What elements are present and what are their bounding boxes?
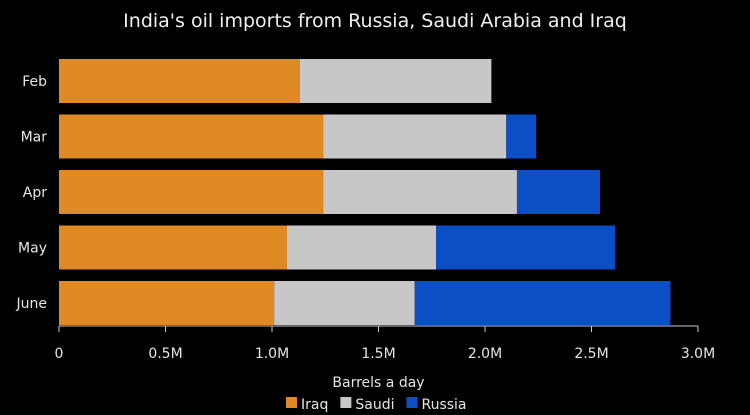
- bar-june-iraq: [59, 281, 275, 325]
- x-tick-label: 0.5M: [148, 346, 182, 362]
- bar-feb-iraq: [59, 59, 300, 103]
- y-tick-label-may: May: [18, 241, 47, 257]
- legend-swatch-iraq: [286, 397, 297, 408]
- bar-mar-russia: [506, 114, 537, 159]
- y-tick-label-june: June: [16, 296, 48, 312]
- legend-label-russia: Russia: [421, 397, 466, 413]
- bar-apr-saudi: [323, 170, 517, 214]
- x-tick-label: 1.0M: [255, 346, 289, 362]
- bar-june-saudi: [274, 281, 415, 325]
- y-tick-label-apr: Apr: [23, 185, 47, 201]
- legend: Iraq Saudi Russia: [286, 397, 467, 413]
- bar-apr-iraq: [59, 170, 324, 214]
- bar-june-russia: [414, 281, 671, 325]
- x-tick-label: 2.0M: [468, 346, 502, 362]
- bar-may-russia: [436, 225, 615, 270]
- legend-swatch-saudi: [340, 397, 352, 408]
- x-tick-label: 2.5M: [574, 346, 608, 362]
- bar-mar-saudi: [323, 114, 507, 159]
- x-axis-label: Barrels a day: [332, 375, 424, 391]
- bar-mar-iraq: [59, 114, 324, 159]
- bar-may-iraq: [59, 225, 287, 270]
- bars-group: [59, 59, 671, 325]
- bar-may-saudi: [286, 225, 437, 270]
- bar-apr-russia: [516, 170, 601, 214]
- x-tick-label: 3.0M: [681, 346, 715, 362]
- y-axis-tick-labels: Feb Mar Apr May June: [16, 74, 48, 312]
- x-tick-label: 0: [55, 346, 64, 362]
- x-axis: 0 0.5M 1.0M 1.5M 2.0M 2.5M 3.0M: [55, 325, 715, 362]
- legend-swatch-russia: [406, 397, 418, 408]
- bar-feb-saudi: [299, 59, 492, 103]
- x-tick-label: 1.5M: [361, 346, 395, 362]
- chart-title: India's oil imports from Russia, Saudi A…: [123, 10, 627, 32]
- legend-label-saudi: Saudi: [355, 397, 394, 413]
- y-tick-label-mar: Mar: [21, 130, 48, 146]
- legend-label-iraq: Iraq: [301, 397, 328, 413]
- y-tick-label-feb: Feb: [22, 74, 47, 90]
